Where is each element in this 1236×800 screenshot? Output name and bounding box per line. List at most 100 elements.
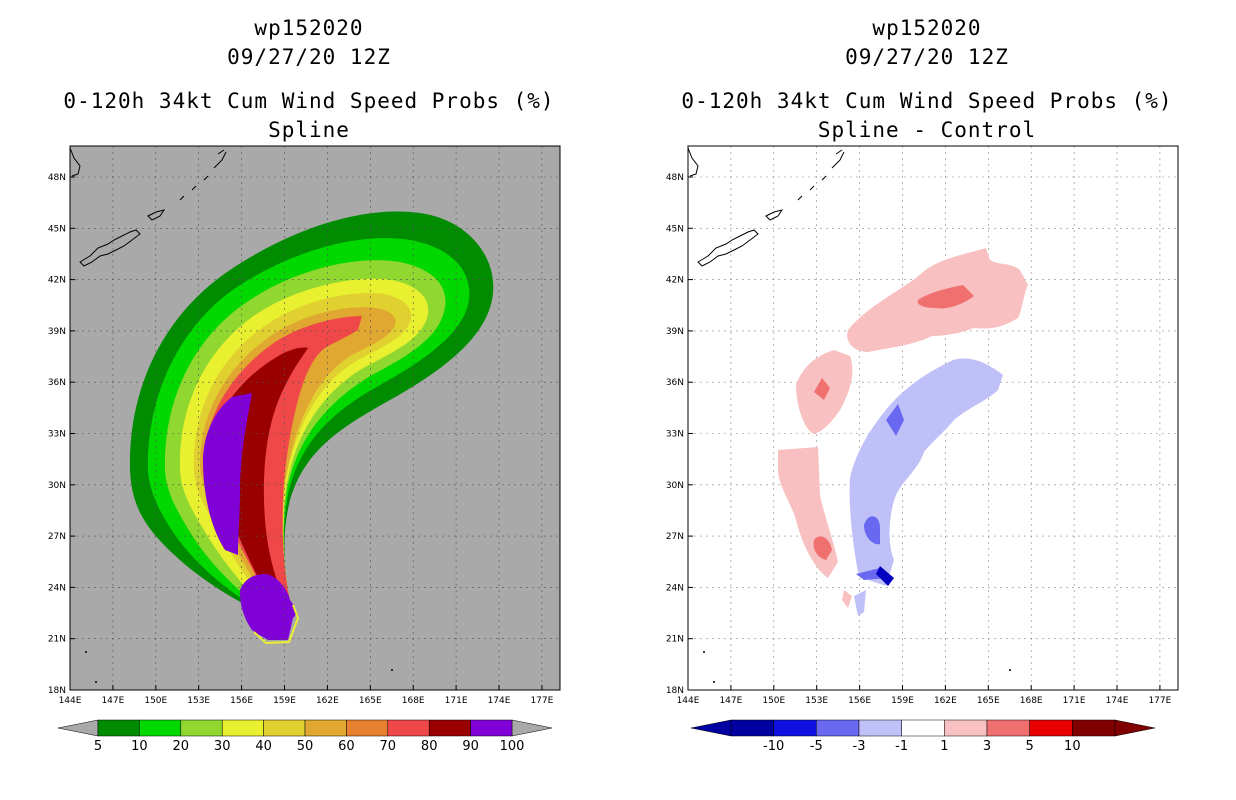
y-tick-label: 27N (666, 532, 684, 542)
colorbar-swatch (346, 719, 389, 737)
colorbar-label: 30 (214, 739, 231, 754)
left-coastlines (69, 147, 227, 267)
left-panel: wp152020 09/27/20 12Z 0-120h 34kt Cum Wi… (48, 16, 561, 754)
x-tick-label: 168E (402, 696, 425, 706)
prob-band-edge (253, 604, 300, 645)
diff-negative-core-mid (886, 404, 904, 436)
x-tick-label: 165E (977, 696, 1000, 706)
x-tick-label: 177E (530, 696, 553, 706)
right-panel: wp152020 09/27/20 12Z 0-120h 34kt Cum Wi… (618, 0, 1236, 800)
colorbar-cap-right (511, 719, 553, 737)
colorbar-label: 40 (255, 739, 272, 754)
colorbar-swatch (97, 719, 140, 737)
left-product-title: 0-120h 34kt Cum Wind Speed Probs (%) (63, 89, 555, 113)
right-axes: 144E 147E 150E 153E 156E 159E 162E 165E 168E 171E… (666, 173, 1172, 706)
x-tick-label: 147E (101, 696, 124, 706)
y-tick-label: 42N (48, 276, 66, 286)
left-date: 09/27/20 12Z (227, 45, 391, 69)
x-tick-label: 159E (891, 696, 914, 706)
y-tick-label: 21N (48, 635, 66, 645)
y-tick-label: 48N (666, 173, 684, 183)
x-tick-label: 174E (488, 696, 511, 706)
y-tick-label: 24N (48, 583, 66, 593)
colorbar-swatch (858, 719, 902, 737)
colorbar-swatch (1072, 719, 1116, 737)
colorbar-swatch (387, 719, 430, 737)
y-tick-label: 39N (48, 327, 66, 337)
colorbar-label: 20 (173, 739, 190, 754)
colorbar-swatch (304, 719, 347, 737)
colorbar-label: 5 (94, 739, 102, 754)
left-storm-id: wp152020 (254, 16, 364, 40)
x-tick-label: 168E (1020, 696, 1043, 706)
colorbar-label: -5 (810, 739, 823, 754)
colorbar-label: -1 (895, 739, 908, 754)
right-product-title: 0-120h 34kt Cum Wind Speed Probs (%) (681, 89, 1173, 113)
x-tick-label: 153E (805, 696, 828, 706)
y-tick-label: 45N (48, 224, 66, 234)
colorbar-label: 50 (297, 739, 314, 754)
y-tick-label: 33N (666, 430, 684, 440)
colorbar-cap-left (57, 719, 99, 737)
right-subtitle: Spline - Control (817, 118, 1037, 142)
colorbar-label: 10 (131, 739, 148, 754)
right-date: 09/27/20 12Z (845, 45, 1009, 69)
colorbar-swatch (221, 719, 264, 737)
diff-negative-band (849, 358, 1003, 586)
right-islands (703, 651, 1011, 683)
colorbar-swatch (901, 719, 945, 737)
colorbar-swatch (139, 719, 182, 737)
colorbar-swatch (470, 719, 513, 737)
x-tick-label: 159E (273, 696, 296, 706)
x-tick-label: 162E (934, 696, 957, 706)
y-tick-label: 30N (48, 481, 66, 491)
y-tick-label: 36N (666, 378, 684, 388)
x-tick-label: 144E (677, 696, 700, 706)
right-coastlines (687, 147, 845, 267)
left-axes: 144E 147E 150E 153E 156E 159E 162E 165E 168E 171E… (48, 173, 554, 706)
y-tick-label: 21N (666, 635, 684, 645)
y-tick-label: 39N (666, 327, 684, 337)
x-tick-label: 171E (445, 696, 468, 706)
right-difference-field (778, 248, 1028, 616)
colorbar-swatch (263, 719, 306, 737)
diff-negative-max (876, 566, 894, 586)
x-tick-label: 144E (59, 696, 82, 706)
colorbar-swatch (816, 719, 860, 737)
colorbar-swatch (1029, 719, 1073, 737)
left-gridlines (70, 146, 560, 690)
y-tick-label: 27N (48, 532, 66, 542)
colorbar-swatch (773, 719, 817, 737)
colorbar-swatch (944, 719, 988, 737)
colorbar-swatch (986, 719, 1030, 737)
x-tick-label: 174E (1106, 696, 1129, 706)
x-tick-label: 156E (230, 696, 253, 706)
diff-positive-speck (842, 590, 852, 608)
right-map-frame (687, 145, 1179, 691)
diff-positive-south-core (813, 536, 832, 560)
colorbar-label: -10 (763, 739, 784, 754)
colorbar-label: 60 (338, 739, 355, 754)
diff-positive-north-core (917, 285, 974, 309)
colorbar-label: 1 (940, 739, 948, 754)
diff-negative-core-low (864, 516, 880, 545)
x-tick-label: 171E (1063, 696, 1086, 706)
x-tick-label: 150E (762, 696, 785, 706)
colorbar-label: 10 (1064, 739, 1081, 754)
left-islands (85, 651, 393, 683)
left-subtitle: Spline (268, 118, 350, 142)
y-tick-label: 36N (48, 378, 66, 388)
colorbar-label: 70 (380, 739, 397, 754)
x-tick-label: 177E (1148, 696, 1171, 706)
colorbar-label: 90 (462, 739, 479, 754)
right-colorbar: -10 -5 -3 -1 1 3 5 10 (690, 719, 1156, 754)
y-tick-label: 18N (666, 686, 684, 696)
colorbar-swatch (180, 719, 223, 737)
x-tick-label: 162E (316, 696, 339, 706)
y-tick-label: 42N (666, 276, 684, 286)
right-storm-id: wp152020 (872, 16, 982, 40)
diff-positive-west-core (814, 378, 830, 400)
y-tick-label: 30N (666, 481, 684, 491)
colorbar-cap-right (1114, 719, 1156, 737)
x-tick-label: 147E (719, 696, 742, 706)
